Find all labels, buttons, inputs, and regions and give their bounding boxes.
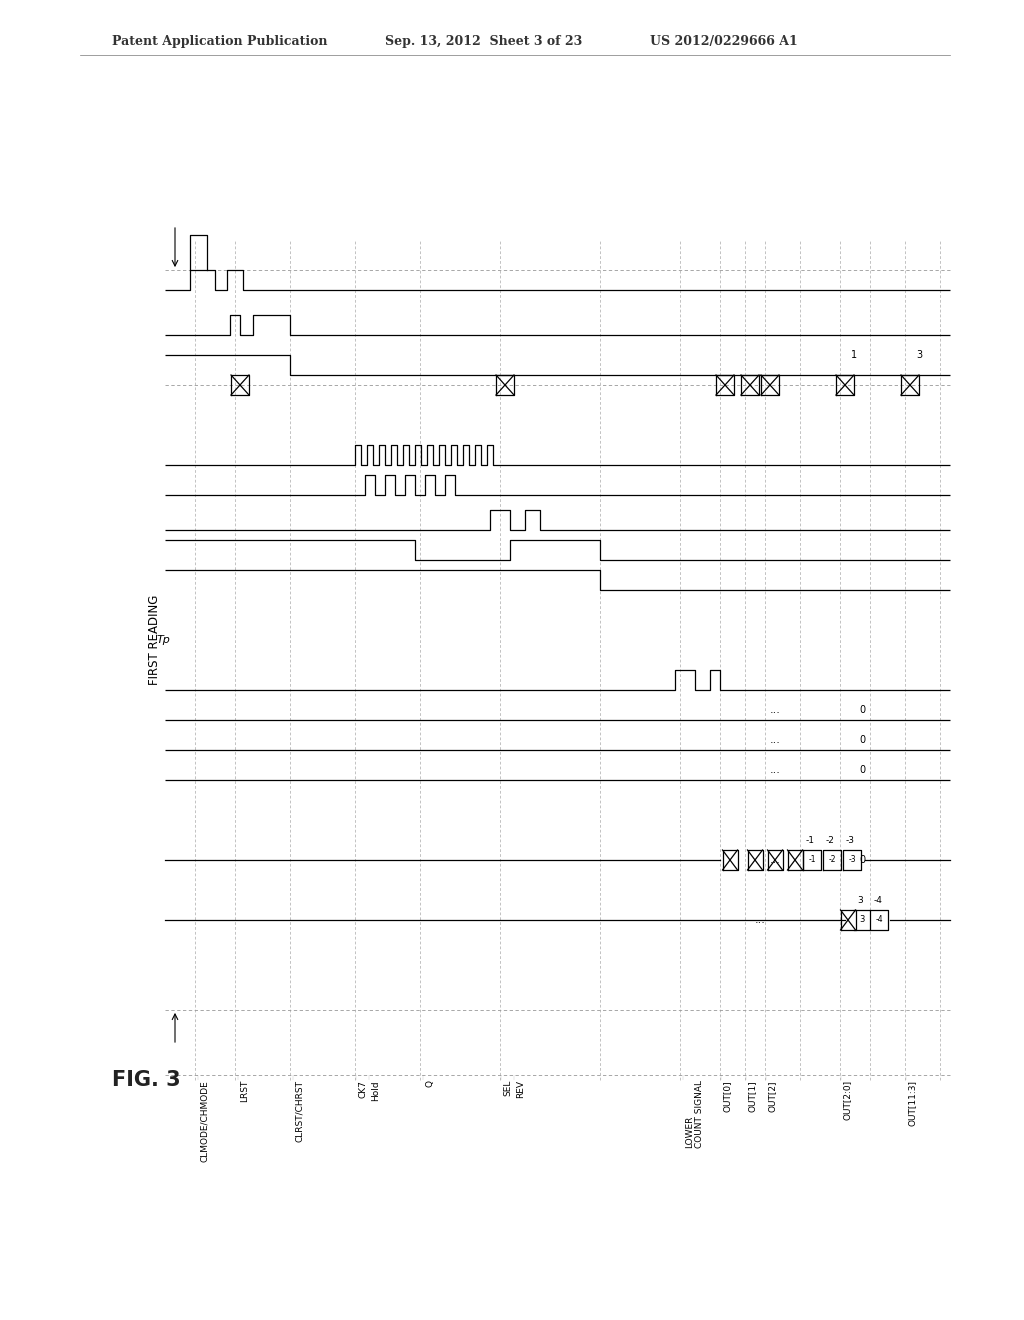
Text: 0: 0: [859, 705, 865, 715]
Text: -1: -1: [808, 855, 816, 865]
Text: 0: 0: [859, 766, 865, 775]
Text: 0: 0: [859, 735, 865, 744]
Text: ...: ...: [770, 705, 780, 715]
Text: ...: ...: [770, 735, 780, 744]
Text: FIG. 3: FIG. 3: [112, 1071, 180, 1090]
Text: -1: -1: [806, 836, 814, 845]
Text: OUT[0]: OUT[0]: [723, 1080, 732, 1111]
Text: CLMODE/CHMODE: CLMODE/CHMODE: [200, 1080, 209, 1162]
Text: Tp: Tp: [156, 635, 170, 645]
Text: CK7: CK7: [358, 1080, 367, 1098]
Text: 0: 0: [859, 855, 865, 865]
Text: SEL: SEL: [503, 1080, 512, 1097]
Text: LOWER
COUNT SIGNAL: LOWER COUNT SIGNAL: [685, 1080, 705, 1148]
Text: -4: -4: [873, 896, 883, 906]
Text: LRST: LRST: [240, 1080, 249, 1102]
Text: -3: -3: [846, 836, 854, 845]
Text: ...: ...: [755, 915, 765, 925]
Text: 3: 3: [859, 916, 864, 924]
Text: Sep. 13, 2012  Sheet 3 of 23: Sep. 13, 2012 Sheet 3 of 23: [385, 36, 583, 48]
Text: -4: -4: [876, 916, 883, 924]
Text: ...: ...: [770, 766, 780, 775]
Text: 3: 3: [857, 896, 863, 906]
Text: Q: Q: [425, 1080, 434, 1086]
Text: REV: REV: [516, 1080, 525, 1098]
Text: CLRST/CHRST: CLRST/CHRST: [295, 1080, 304, 1142]
Text: OUT[11:3]: OUT[11:3]: [908, 1080, 918, 1126]
Text: FIRST READING: FIRST READING: [148, 595, 162, 685]
Text: -2: -2: [828, 855, 836, 865]
Text: 3: 3: [915, 350, 922, 360]
Text: OUT[2:0]: OUT[2:0]: [843, 1080, 852, 1121]
Text: 1: 1: [851, 350, 857, 360]
Text: -2: -2: [825, 836, 835, 845]
Text: ...: ...: [770, 855, 780, 865]
Text: US 2012/0229666 A1: US 2012/0229666 A1: [650, 36, 798, 48]
Text: Patent Application Publication: Patent Application Publication: [112, 36, 328, 48]
Text: OUT[1]: OUT[1]: [748, 1080, 757, 1111]
Text: -3: -3: [848, 855, 856, 865]
Text: OUT[2]: OUT[2]: [768, 1080, 777, 1111]
Text: Hold: Hold: [371, 1080, 380, 1101]
